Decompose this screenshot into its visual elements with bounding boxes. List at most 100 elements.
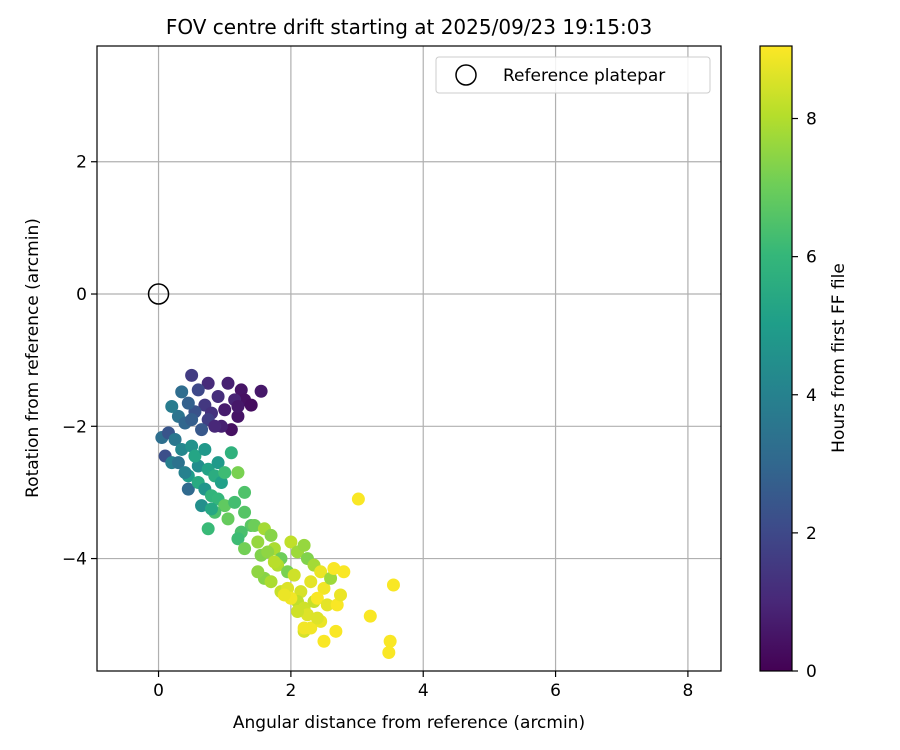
data-point: [267, 555, 281, 569]
data-point: [211, 456, 225, 470]
colorbar-tick-label: 2: [806, 524, 817, 544]
scatter-points: [155, 368, 400, 659]
plot-background: [97, 46, 721, 671]
data-point: [314, 565, 328, 579]
colorbar-tick-label: 6: [806, 248, 817, 268]
data-point: [175, 385, 189, 399]
data-point: [327, 561, 341, 575]
data-point: [165, 399, 179, 413]
legend-box: [435, 56, 711, 94]
data-point: [382, 645, 396, 659]
data-point: [191, 383, 205, 397]
data-point: [251, 565, 265, 579]
data-point: [363, 609, 377, 623]
legend-entry-reference: Reference platepar: [503, 66, 665, 86]
data-point: [218, 403, 232, 417]
data-point: [386, 578, 400, 592]
y-axis-title: Rotation from reference (arcmin): [23, 218, 43, 498]
x-tick-label: 8: [683, 681, 694, 701]
data-point: [208, 419, 222, 433]
data-point: [310, 591, 324, 605]
data-point: [214, 476, 228, 490]
reference-marker-group: [147, 283, 170, 305]
data-point: [284, 535, 298, 549]
data-point: [317, 634, 331, 648]
data-point: [224, 446, 238, 460]
data-point: [228, 495, 242, 509]
data-point: [317, 581, 331, 595]
y-tick-label: −2: [62, 417, 87, 437]
legend: Reference platepar: [435, 56, 711, 94]
data-point: [294, 585, 308, 599]
data-point: [185, 439, 199, 453]
data-point: [231, 399, 245, 413]
colorbar: 0 2 4 6 8 Hours from first FF file: [759, 45, 849, 682]
data-point: [221, 512, 235, 526]
data-point: [231, 466, 245, 480]
x-tick-label: 6: [550, 681, 561, 701]
data-point: [261, 545, 275, 559]
y-axis-ticks: 2 0 −2 −4: [62, 153, 97, 570]
data-point: [297, 538, 311, 552]
y-tick-label: 2: [76, 153, 87, 173]
chart-title: FOV centre drift starting at 2025/09/23 …: [166, 15, 652, 39]
data-point: [195, 423, 209, 437]
data-point: [329, 624, 343, 638]
data-point: [238, 505, 252, 519]
plot-frame: [96, 45, 722, 672]
data-point: [178, 466, 192, 480]
data-point: [234, 383, 248, 397]
data-point: [310, 611, 324, 625]
plot-area: 0 2 4 6 8 2 0 −2 −4: [62, 45, 722, 701]
data-point: [198, 442, 212, 456]
data-point: [175, 442, 189, 456]
data-point: [297, 621, 311, 635]
data-point: [221, 376, 235, 390]
data-point: [287, 568, 301, 582]
colorbar-gradient: [760, 46, 792, 671]
data-point: [324, 571, 338, 585]
data-point: [330, 598, 344, 612]
data-point: [168, 433, 182, 447]
data-point: [201, 376, 215, 390]
data-point: [201, 522, 215, 536]
data-point: [304, 575, 318, 589]
colorbar-ticks: 0 2 4 6 8: [792, 110, 817, 682]
data-point: [264, 528, 278, 542]
reference-platepar-marker: [147, 283, 170, 305]
data-point: [264, 575, 278, 589]
data-point: [181, 396, 195, 410]
data-point: [351, 492, 365, 506]
colorbar-tick-label: 8: [806, 110, 817, 130]
data-point: [188, 449, 202, 463]
data-point: [181, 482, 195, 496]
colorbar-tick-label: 0: [806, 662, 817, 682]
data-point: [334, 588, 348, 602]
colorbar-tick-label: 4: [806, 386, 817, 406]
data-point: [171, 456, 185, 470]
data-point: [320, 598, 334, 612]
data-point: [195, 499, 209, 513]
data-point: [231, 409, 245, 423]
data-point: [244, 398, 258, 412]
data-point: [291, 604, 305, 618]
data-point: [238, 485, 252, 499]
data-point: [191, 459, 205, 473]
data-point: [238, 542, 252, 556]
grid: [97, 46, 721, 671]
legend-reference-marker: [455, 64, 477, 86]
x-axis-ticks: 0 2 4 6 8: [153, 671, 693, 701]
data-point: [254, 384, 268, 398]
data-point: [204, 502, 218, 516]
data-point: [185, 413, 199, 427]
data-point: [185, 368, 199, 382]
data-point: [383, 634, 397, 648]
data-point: [218, 466, 232, 480]
data-point: [251, 535, 265, 549]
data-point: [224, 423, 238, 437]
data-point: [300, 608, 314, 622]
colorbar-title: Hours from first FF file: [829, 263, 849, 453]
y-tick-label: 0: [76, 285, 87, 305]
x-tick-label: 2: [285, 681, 296, 701]
